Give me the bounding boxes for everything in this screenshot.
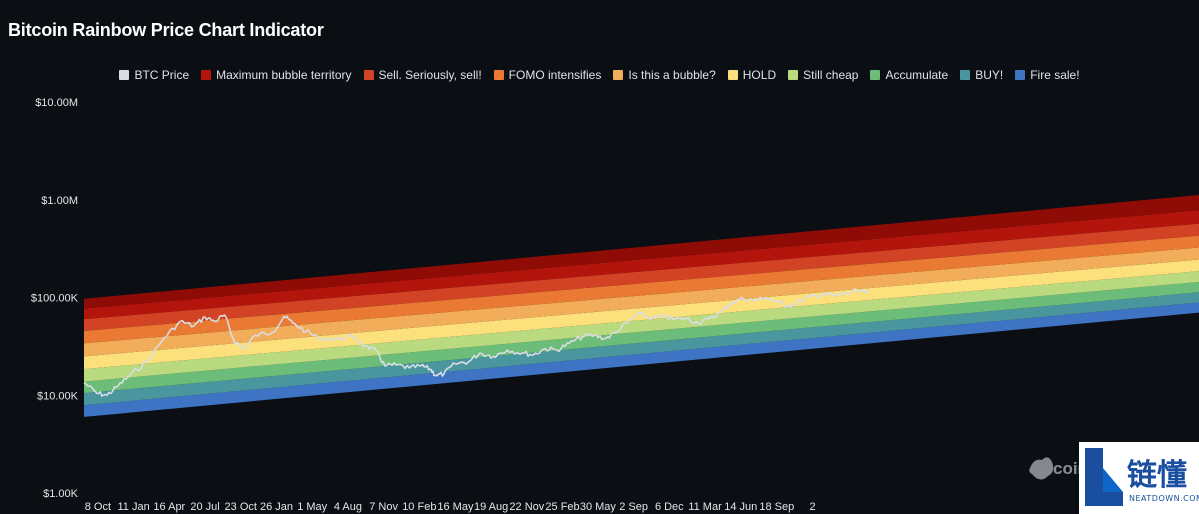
legend-item[interactable]: Still cheap xyxy=(788,68,858,82)
rainbow-band xyxy=(84,271,1199,382)
legend-item[interactable]: BUY! xyxy=(960,68,1003,82)
x-tick-label: 22 Nov xyxy=(509,501,544,513)
legend-label: FOMO intensifies xyxy=(508,68,602,82)
x-tick-label: 1 May xyxy=(297,501,327,513)
rainbow-band xyxy=(84,292,1199,406)
legend-swatch xyxy=(1015,70,1026,80)
y-tick-label: $10.00M xyxy=(35,97,78,109)
legend-swatch xyxy=(613,70,624,80)
page-title: Bitcoin Rainbow Price Chart Indicator xyxy=(8,20,324,40)
rainbow-band xyxy=(84,210,1199,320)
rainbow-band xyxy=(84,247,1199,357)
neatdown-badge[interactable]: 链懂 NEATDOWN.COM xyxy=(1079,442,1199,514)
x-tick-label: 26 Jan xyxy=(260,501,293,513)
legend-item[interactable]: HOLD xyxy=(727,68,777,82)
y-tick-label: $10.00K xyxy=(37,390,79,402)
rainbow-band xyxy=(84,259,1199,370)
legend-label: BUY! xyxy=(975,68,1004,82)
x-tick-label: 30 May xyxy=(580,501,617,513)
btc-price-line[interactable] xyxy=(83,288,870,397)
x-axis: 8 Oct 11 Jan 16 Apr 20 Jul 23 Oct 26 Jan 1 May… xyxy=(85,501,816,513)
legend-swatch xyxy=(870,70,881,80)
legend-label: BTC Price xyxy=(134,68,190,82)
x-tick-label: 2 xyxy=(809,501,815,513)
legend-label: Accumulate xyxy=(885,68,949,82)
legend-swatch xyxy=(119,70,130,80)
legend-label: Maximum bubble territory xyxy=(216,68,352,82)
x-tick-label: 19 Aug xyxy=(474,501,508,513)
legend-swatch xyxy=(960,70,971,80)
x-tick-label: 2 Sep xyxy=(619,501,648,513)
badge-subtext: NEATDOWN.COM xyxy=(1129,494,1199,503)
legend-label: Is this a bubble? xyxy=(628,68,716,82)
badge-logo-icon xyxy=(1085,448,1103,506)
x-tick-label: 14 Jun xyxy=(724,501,757,513)
x-tick-label: 18 Sep xyxy=(759,501,794,513)
y-tick-label: $1.00M xyxy=(41,195,78,207)
rainbow-band xyxy=(84,235,1199,344)
legend-swatch xyxy=(727,70,738,80)
legend-swatch xyxy=(493,70,504,80)
badge-text: 链懂 xyxy=(1127,458,1187,493)
y-tick-label: $100.00K xyxy=(31,293,79,305)
x-tick-label: 11 Mar xyxy=(688,501,722,513)
legend-item[interactable]: Maximum bubble territory xyxy=(201,68,352,82)
x-tick-label: 16 May xyxy=(437,501,474,513)
legend-item[interactable]: BTC Price xyxy=(119,68,189,82)
legend-swatch xyxy=(788,70,799,80)
legend-item[interactable]: Sell. Seriously, sell! xyxy=(363,68,482,82)
legend-item[interactable]: Fire sale! xyxy=(1015,68,1080,82)
btc-price-series xyxy=(83,288,870,397)
x-tick-label: 23 Oct xyxy=(225,501,257,513)
chart-legend: BTC Price Maximum bubble territory Sell. S… xyxy=(0,68,1199,82)
legend-label: Fire sale! xyxy=(1030,68,1080,82)
x-tick-label: 8 Oct xyxy=(85,501,111,513)
legend-item[interactable]: Is this a bubble? xyxy=(613,68,716,82)
legend-item[interactable]: Accumulate xyxy=(870,68,948,82)
x-tick-label: 6 Dec xyxy=(655,501,684,513)
rainbow-bands xyxy=(84,194,1199,417)
x-tick-label: 10 Feb xyxy=(402,501,436,513)
y-axis: $10.00M $1.00M $100.00K $10.00K $1.00K xyxy=(31,97,79,500)
legend-swatch xyxy=(201,70,212,80)
x-tick-label: 16 Apr xyxy=(153,501,185,513)
x-tick-label: 20 Jul xyxy=(190,501,219,513)
legend-label: Still cheap xyxy=(803,68,859,82)
legend-label: Sell. Seriously, sell! xyxy=(378,68,482,82)
y-tick-label: $1.00K xyxy=(43,488,79,500)
rainbow-band xyxy=(84,223,1199,331)
x-tick-label: 4 Aug xyxy=(334,501,362,513)
x-tick-label: 25 Feb xyxy=(545,501,579,513)
x-tick-label: 7 Nov xyxy=(369,501,398,513)
legend-label: HOLD xyxy=(742,68,777,82)
legend-swatch xyxy=(363,70,374,80)
rainbow-band xyxy=(84,302,1199,417)
rainbow-band xyxy=(84,282,1199,394)
legend-item[interactable]: FOMO intensifies xyxy=(493,68,602,82)
x-tick-label: 11 Jan xyxy=(118,501,150,513)
rainbow-band xyxy=(84,194,1199,309)
coin-logo-icon xyxy=(1029,457,1054,480)
